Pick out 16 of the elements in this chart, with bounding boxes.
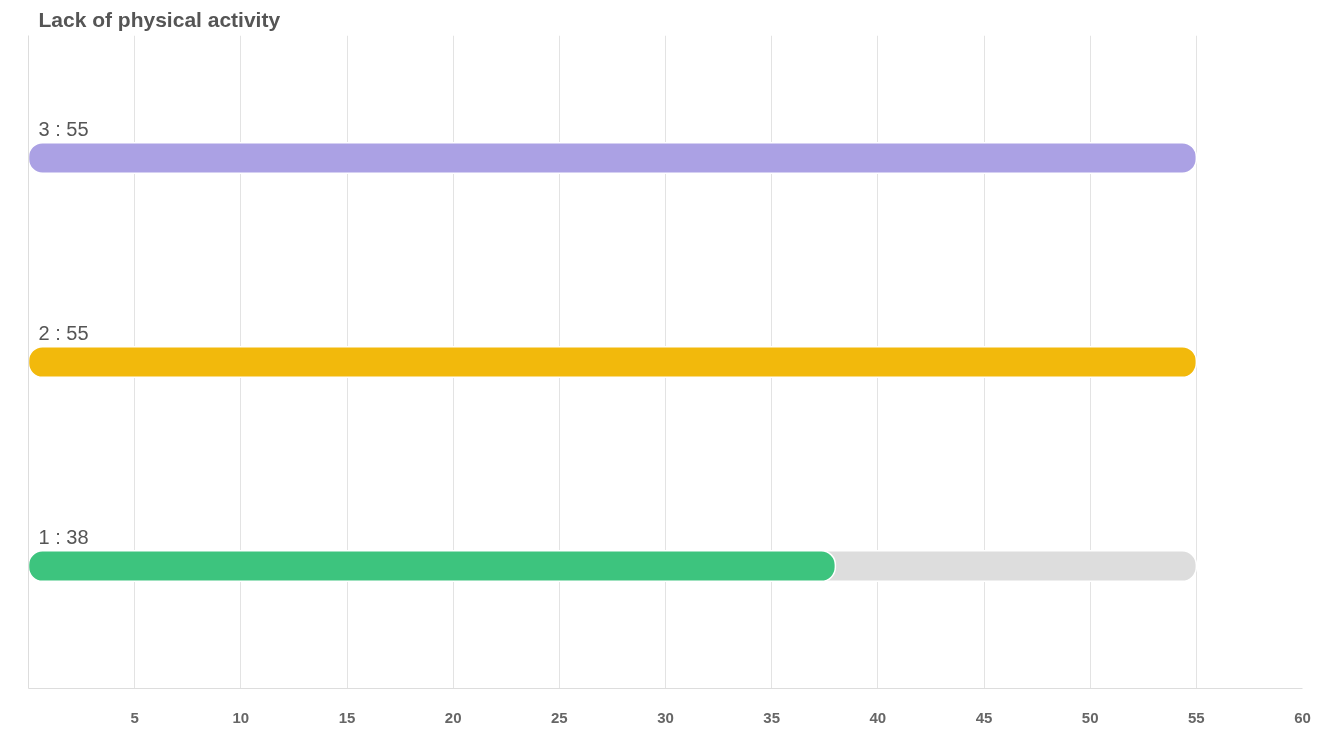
x-tick-label: 20 xyxy=(444,708,462,726)
x-tick-label: 15 xyxy=(338,708,356,726)
x-tick-label: 50 xyxy=(1081,708,1099,726)
x-tick-label: 45 xyxy=(975,708,993,726)
x-tick-label: 35 xyxy=(763,708,781,726)
x-tick-label: 30 xyxy=(657,708,674,726)
x-tick-label: 40 xyxy=(869,708,887,726)
data-label: 3 : 55 xyxy=(38,117,89,140)
x-tick-label: 10 xyxy=(232,708,250,726)
chart-title: Lack of physical activity xyxy=(38,7,281,31)
x-tick-label: 5 xyxy=(130,708,139,726)
data-label: 2 : 55 xyxy=(38,321,89,344)
data-label: 1 : 38 xyxy=(38,525,89,548)
x-tick-label: 25 xyxy=(550,708,568,726)
x-tick-label: 60 xyxy=(1294,708,1311,726)
x-tick-label: 55 xyxy=(1187,708,1205,726)
